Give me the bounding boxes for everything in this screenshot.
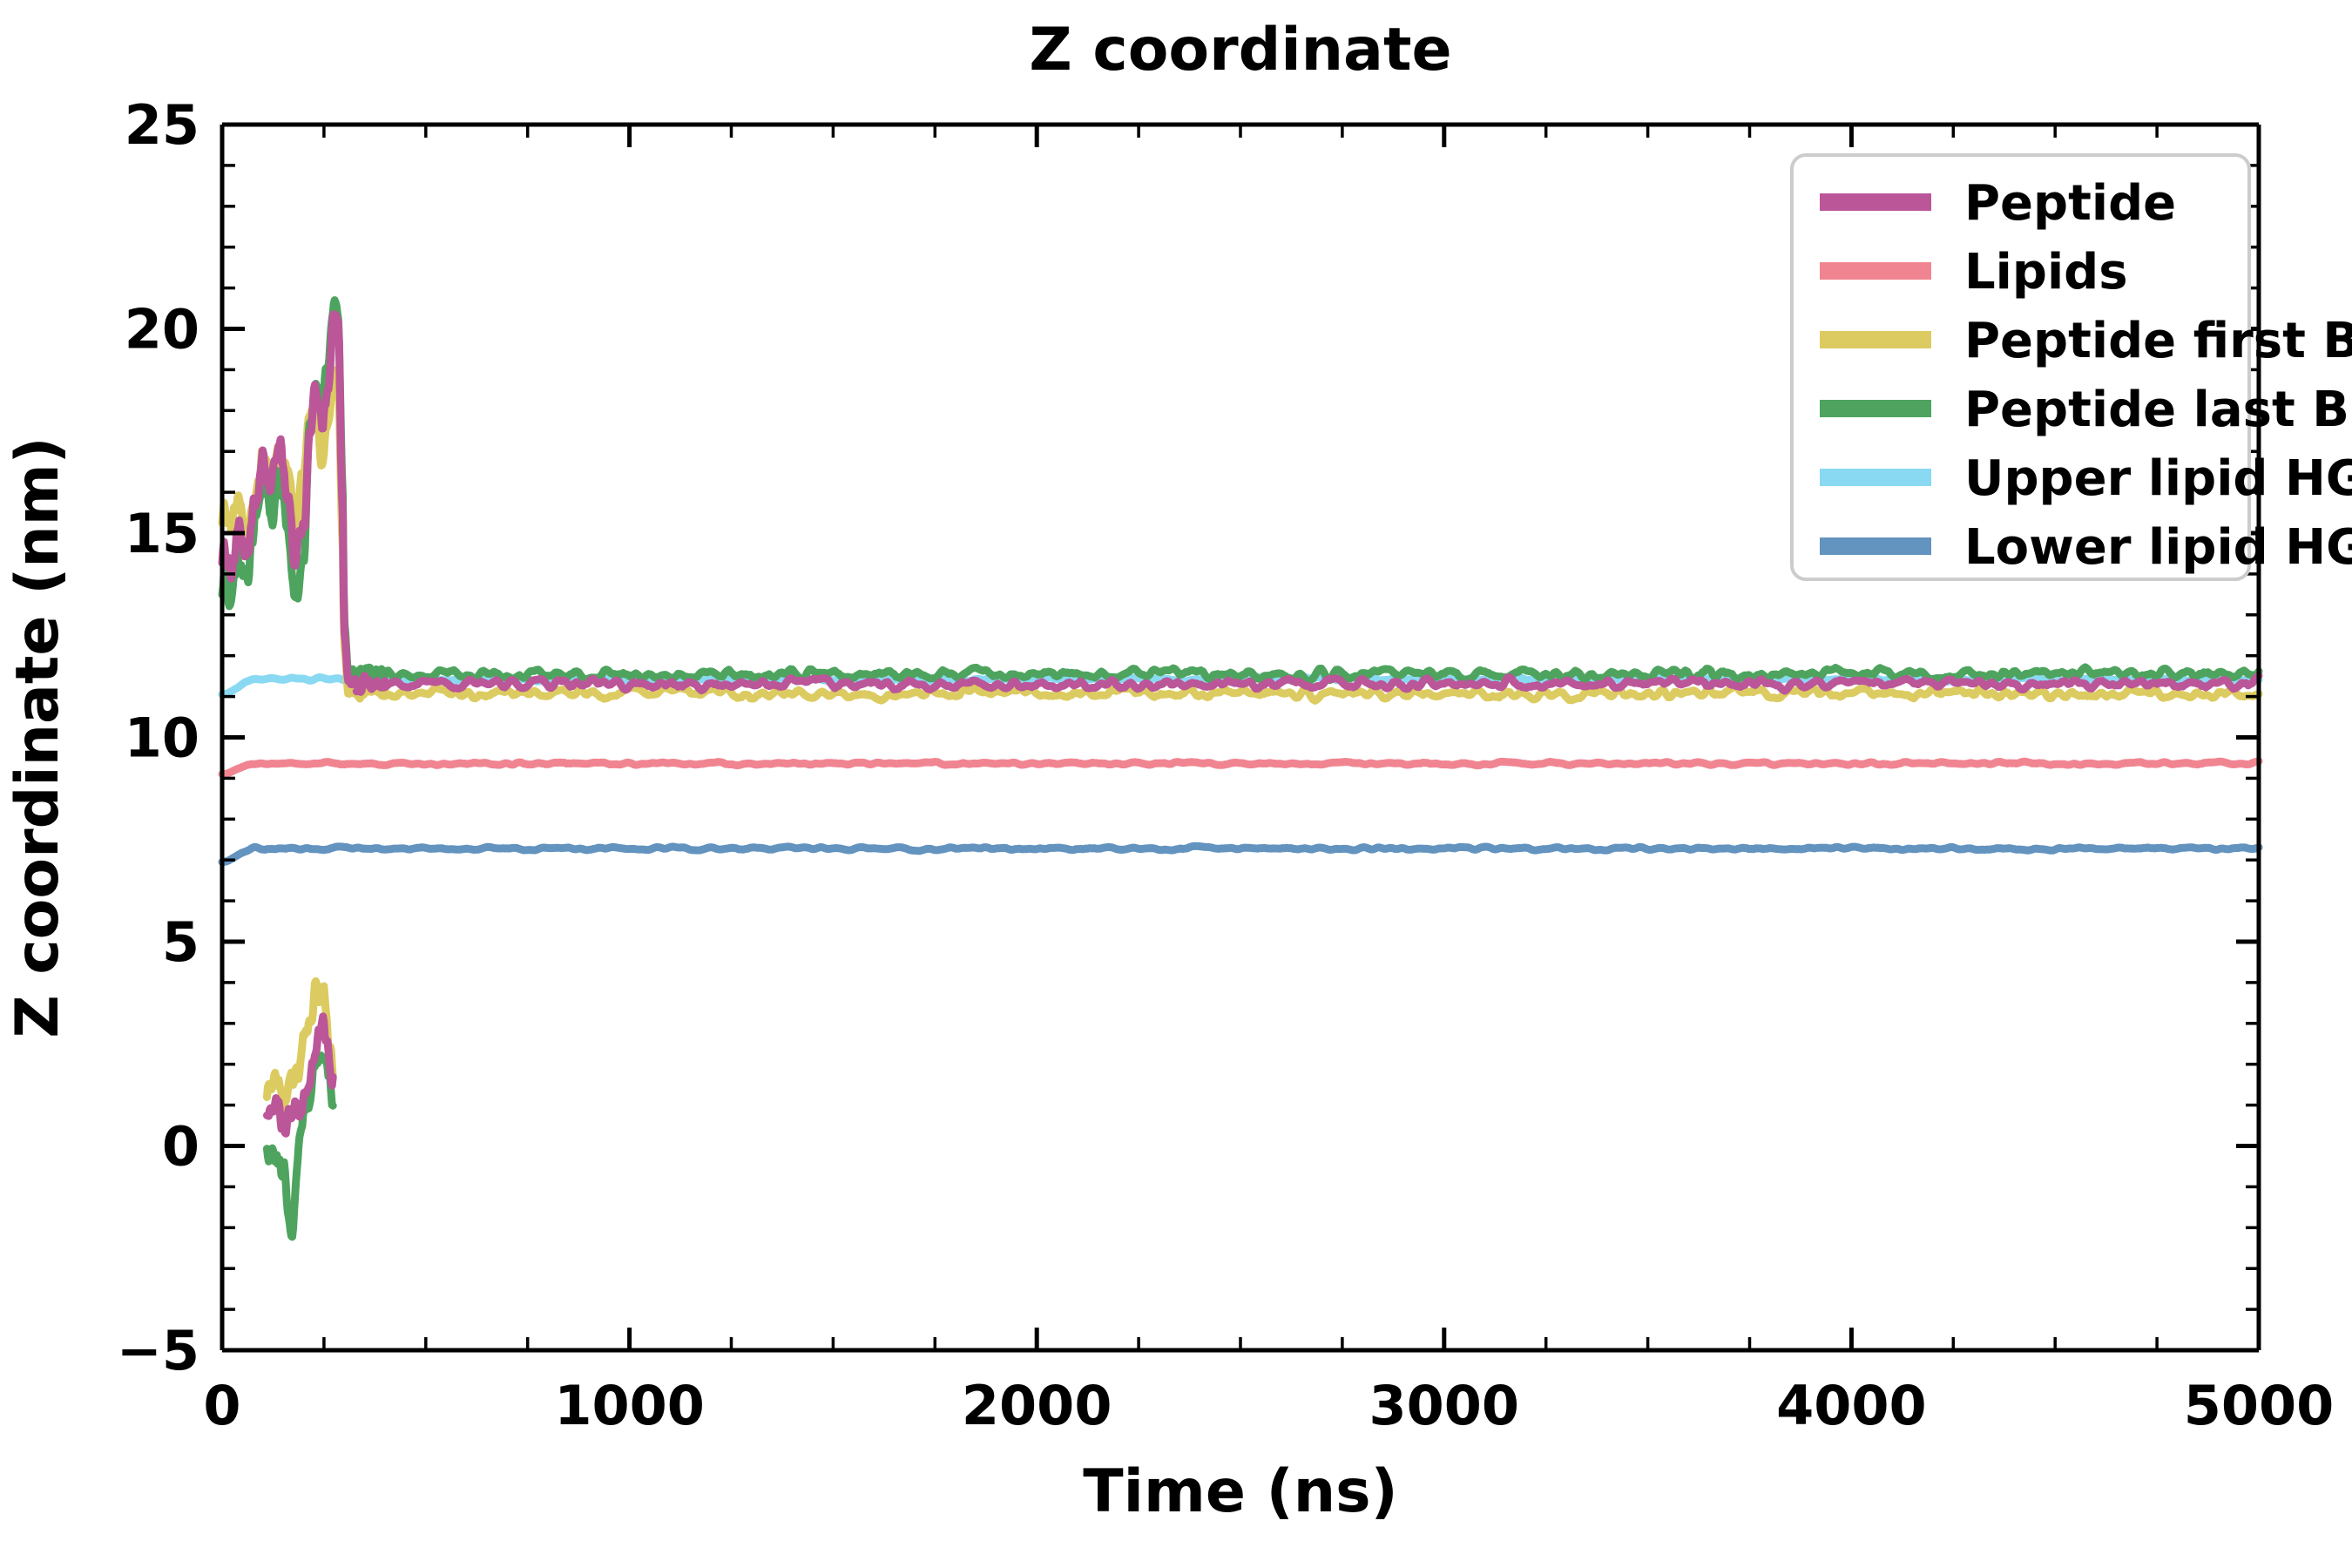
legend-label: Lower lipid HGs — [1964, 519, 2352, 576]
legend-item-peptide-last-bb[interactable]: Peptide last BB — [1820, 382, 2352, 438]
legend-item-peptide-first-bb[interactable]: Peptide first BB — [1820, 313, 2352, 369]
series-line-2 — [352, 682, 2263, 705]
ytick-label-3: 10 — [125, 706, 199, 770]
series-peptide — [218, 310, 2263, 1138]
legend-label: Lipids — [1964, 244, 2128, 301]
series-line-1 — [262, 1012, 337, 1138]
series-lower-lipid-hgs — [218, 841, 2263, 867]
legend-label: Peptide last BB — [1964, 382, 2352, 438]
xtick-label-4: 4000 — [1776, 1374, 1927, 1437]
ytick-label-4: 15 — [125, 502, 199, 565]
legend-label: Peptide — [1964, 175, 2176, 232]
legend-item-lower-lipid-hgs[interactable]: Lower lipid HGs — [1820, 519, 2352, 576]
ytick-label-2: 5 — [162, 910, 199, 974]
series-lipids — [218, 757, 2263, 779]
xtick-label-0: 0 — [203, 1374, 240, 1437]
legend-item-upper-lipid-hgs[interactable]: Upper lipid HGs — [1820, 450, 2352, 507]
chart-title: Z coordinate — [1029, 16, 1451, 84]
y-axis-label: Z coordinate (nm) — [3, 436, 72, 1037]
x-axis-label: Time (ns) — [1083, 1457, 1397, 1526]
ytick-label-0: −5 — [117, 1319, 199, 1382]
series-line-1 — [262, 1051, 337, 1241]
series-line-2 — [352, 663, 2263, 686]
series-line-0 — [218, 757, 2263, 779]
ytick-label-5: 20 — [125, 298, 199, 362]
xtick-label-2: 2000 — [962, 1374, 1112, 1437]
legend-label: Upper lipid HGs — [1964, 450, 2352, 507]
series-line-0 — [218, 841, 2263, 867]
series-line-1 — [262, 977, 337, 1114]
xtick-label-5: 5000 — [2184, 1374, 2335, 1437]
legend-item-peptide[interactable]: Peptide — [1820, 175, 2176, 232]
ytick-label-1: 0 — [162, 1115, 199, 1179]
series-line-2 — [352, 672, 2263, 696]
legend[interactable]: Peptide Lipids Peptide first BB Peptide las… — [1790, 153, 2352, 581]
series-group — [218, 296, 2263, 1241]
axes-group — [220, 122, 2261, 1353]
xtick-label-1: 1000 — [554, 1374, 705, 1437]
xtick-label-3: 3000 — [1369, 1374, 1520, 1437]
series-line-0 — [218, 310, 389, 696]
legend-label: Peptide first BB — [1964, 313, 2352, 369]
ytick-label-6: 25 — [125, 93, 199, 157]
legend-item-lipids[interactable]: Lipids — [1820, 244, 2128, 301]
